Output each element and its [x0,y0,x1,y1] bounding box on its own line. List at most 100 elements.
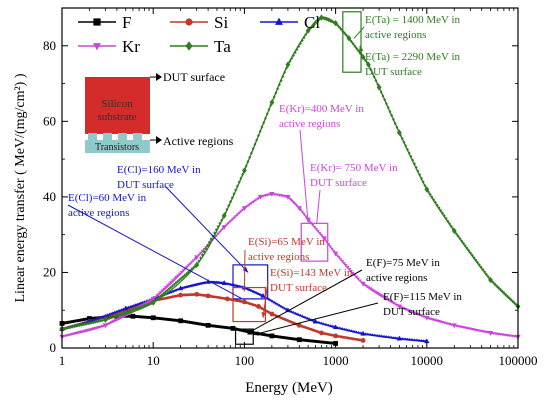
marker-ta [214,227,218,232]
marker-f [137,315,141,319]
marker-ta [402,140,406,145]
data-point-f [178,318,184,324]
marker-kr [421,315,425,319]
marker-ta [109,315,113,320]
data-point-cl [285,307,291,313]
y-tick-label: 0 [50,340,57,355]
marker-cl [269,298,273,302]
marker-ta [421,180,425,184]
plot-frame [61,7,519,349]
marker-f [290,337,294,341]
marker-ta [234,188,238,192]
marker-cl [348,328,352,332]
series-ta [59,14,521,333]
marker-ta [230,196,234,200]
marker-f [258,332,262,336]
marker-cl [302,315,306,318]
marker-kr [167,282,171,286]
marker-ta [174,281,178,285]
marker-kr [365,285,369,289]
marker-kr [265,193,269,197]
marker-f [186,320,190,324]
legend-item-si: Si [170,13,228,32]
marker-f [172,318,176,322]
data-point-ta [305,27,311,34]
data-point-si [205,293,211,299]
marker-kr [179,270,183,274]
marker-kr [255,198,259,202]
marker-kr [381,295,385,298]
marker-f [220,325,223,329]
data-point-f [269,333,275,339]
marker-ta [162,291,166,296]
marker-ta [313,22,316,27]
inset-transistor-layer [85,140,150,153]
marker-kr [377,292,381,296]
cl-callout-box [232,264,269,300]
marker-kr [218,230,222,234]
marker-ta [406,147,409,152]
marker-cl [298,313,303,317]
marker-ta [418,173,422,177]
kr-callout-box [300,222,329,262]
marker-ta [260,125,264,129]
data-point-cl [332,324,339,330]
marker-ta [285,66,288,70]
annotation-arrowhead [242,266,249,273]
active-label: Active regions [163,134,234,148]
marker-ta [411,158,415,163]
inset-substrate [85,77,150,134]
marker-trail-kr [60,192,520,339]
marker-ta [274,90,278,95]
marker-ta [483,270,487,274]
marker-kr [156,292,161,296]
si-callout-box [232,286,267,323]
data-point-f [230,325,236,331]
marker-cl [318,321,322,324]
marker-f [197,322,201,326]
marker-cl [339,326,343,330]
marker-kr [181,269,185,273]
marker-kr [165,284,169,288]
marker-ta [439,208,443,213]
marker-kr [304,215,308,219]
marker-kr [88,328,92,332]
marker-ta [364,58,367,63]
marker-ta [437,206,441,210]
annotation-leader [299,129,309,224]
marker-kr [416,313,420,316]
marker-ta [292,53,295,58]
marker-kr [295,204,299,208]
marker-ta [458,237,462,241]
marker-f [213,324,216,328]
marker-kr [330,247,334,251]
marker-f [125,314,129,318]
marker-ta [399,133,402,137]
marker-kr [228,220,232,224]
marker-f [262,333,266,336]
data-point-ta [194,261,200,269]
marker-f [264,333,267,337]
marker-ta [71,325,74,329]
legend: F Si Cl Kr Ta [78,13,320,56]
inset-transistor-cell [103,133,112,140]
marker-f [92,316,95,320]
marker-ta [164,290,167,294]
marker-cl [342,327,346,331]
marker-kr [379,293,383,297]
marker-kr [176,274,180,278]
marker-ta [500,289,504,294]
marker-kr [186,264,190,268]
data-point-si [194,291,200,297]
data-point-ta [150,299,156,306]
marker-ta [416,169,420,174]
legend-item-ta: Ta [170,37,231,56]
annotation-text: E(Kr)=400 MeV in [279,103,364,115]
marker-ta [460,239,464,244]
marker-cl [253,290,257,294]
data-point-si [333,333,338,339]
marker-ta [67,325,71,330]
annotation-leader [247,269,363,334]
legend-marker [275,17,283,25]
marker-kr [290,199,294,203]
